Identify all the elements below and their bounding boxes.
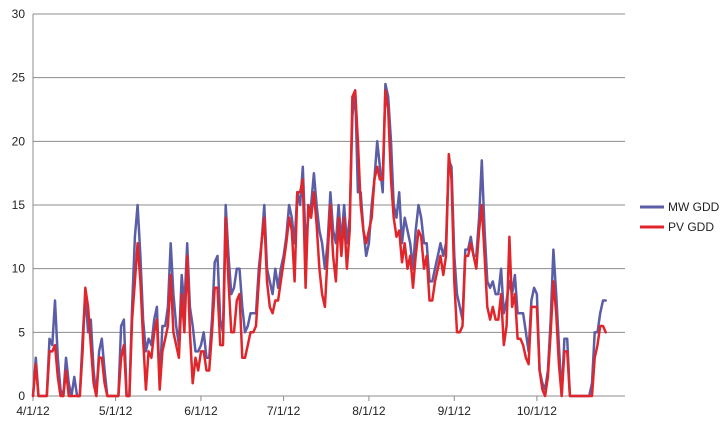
- x-tick-label: 10/1/12: [517, 404, 557, 418]
- legend-label: MW GDD: [668, 200, 720, 214]
- legend: MW GDD PV GDD: [640, 200, 720, 234]
- x-tick-label: 7/1/12: [267, 404, 301, 418]
- axes: 0 5 10 15 20 25 30 4/1/12 5/1/12 6/1/12 7/1/12 8/1/…: [12, 7, 625, 418]
- series-line-pv-gdd: [31, 89, 607, 398]
- series-line-mw-gdd: [31, 82, 607, 398]
- y-tick-label: 20: [12, 134, 26, 148]
- x-tick-label: 9/1/12: [438, 404, 472, 418]
- y-tick-label: 30: [12, 7, 26, 21]
- grid-lines: [33, 13, 625, 333]
- x-tick-label: 6/1/12: [184, 404, 218, 418]
- series-lines: [31, 82, 607, 398]
- x-tick-label: 8/1/12: [352, 404, 386, 418]
- y-tick-label: 25: [12, 71, 26, 85]
- x-tick-label: 4/1/12: [16, 404, 50, 418]
- legend-label: PV GDD: [668, 220, 714, 234]
- y-tick-label: 15: [12, 198, 26, 212]
- y-tick-label: 10: [12, 262, 26, 276]
- y-tick-label: 5: [18, 325, 25, 339]
- x-tick-label: 5/1/12: [99, 404, 133, 418]
- y-tick-label: 0: [18, 389, 25, 403]
